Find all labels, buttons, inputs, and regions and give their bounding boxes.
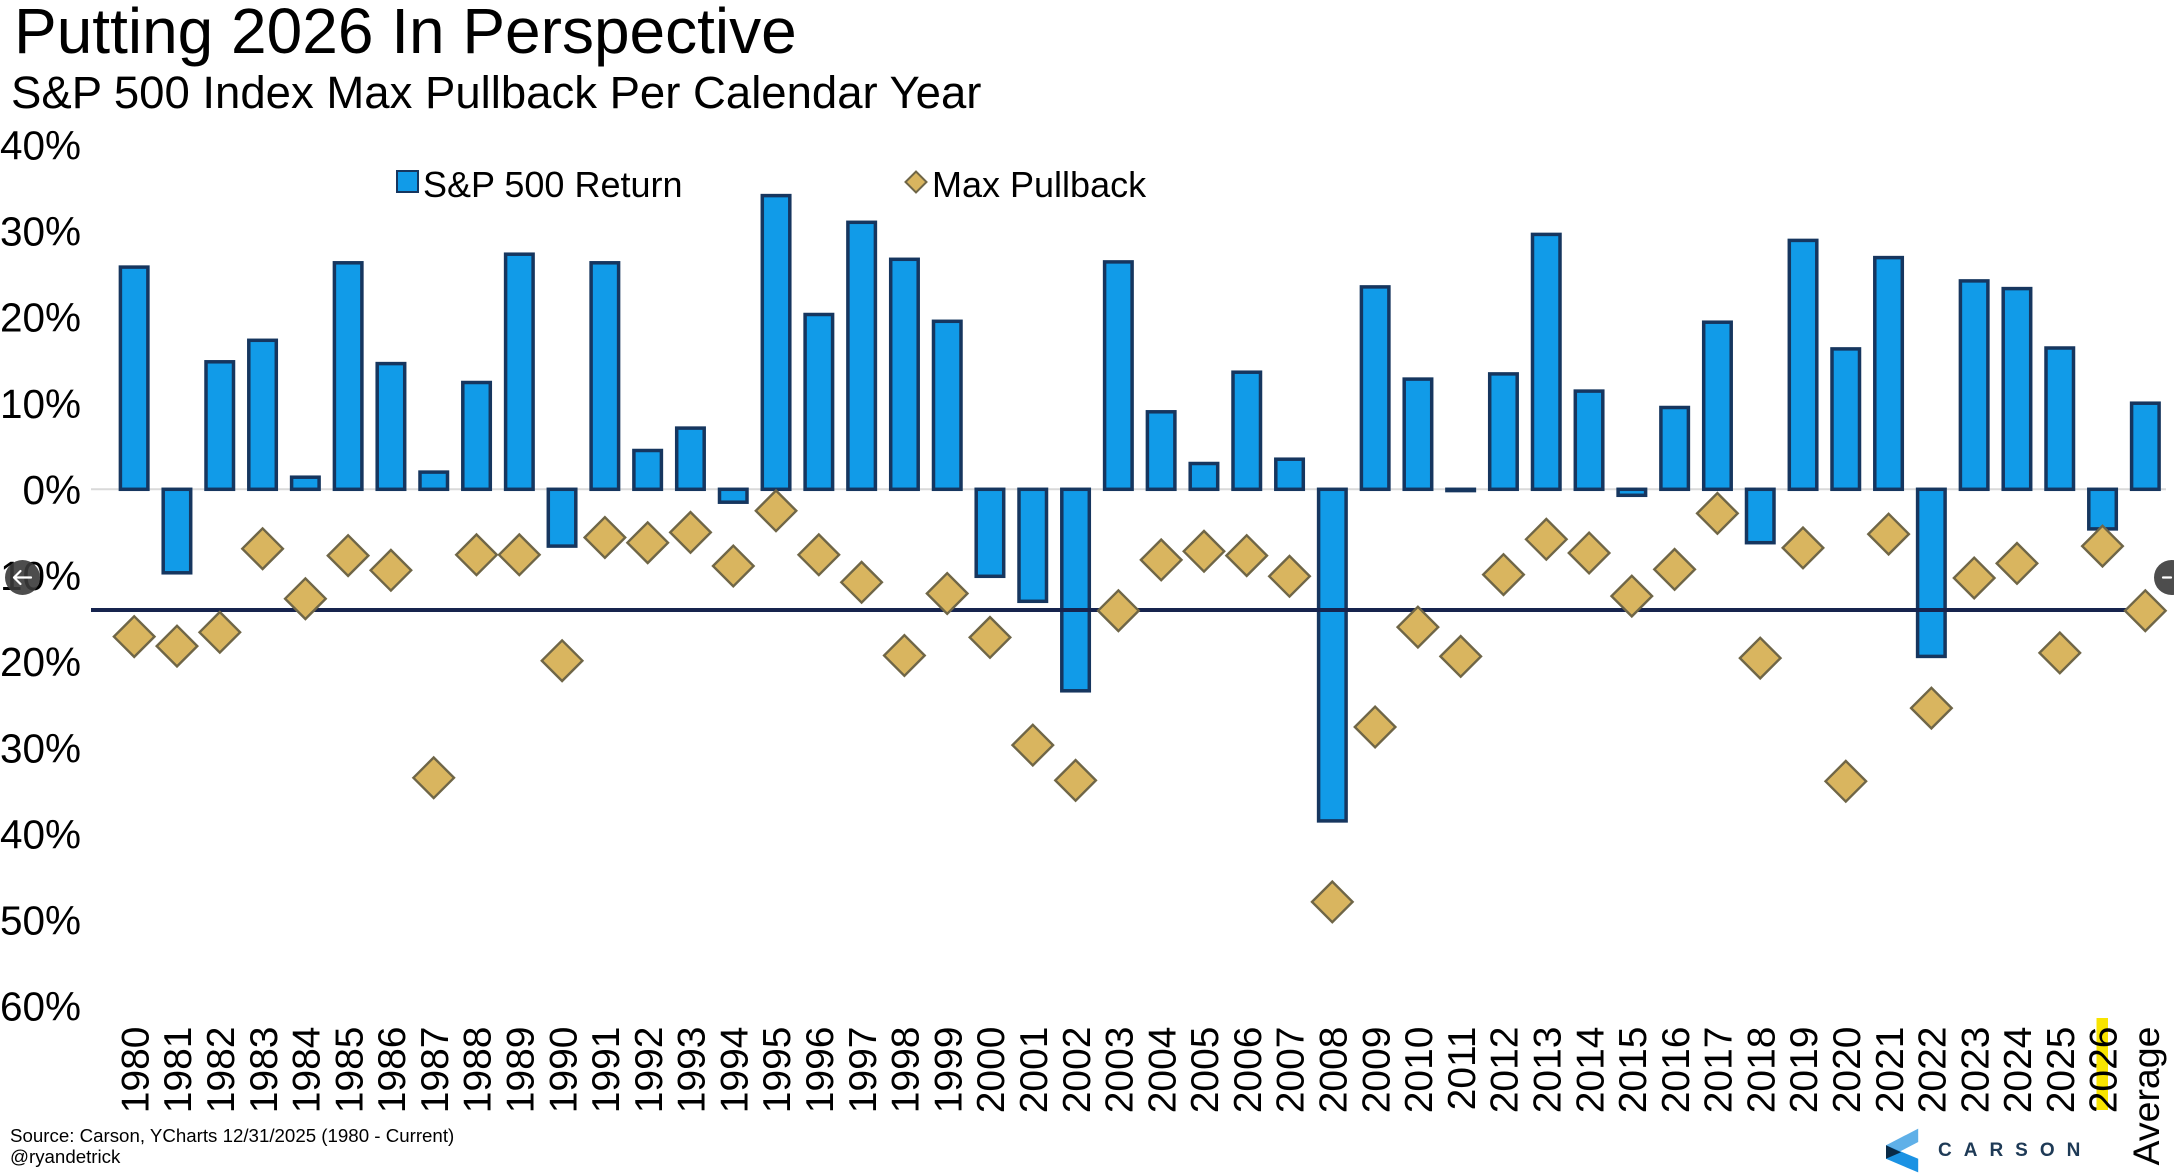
svg-text:2001: 2001 — [1013, 1027, 1056, 1114]
svg-text:S&P 500 Return: S&P 500 Return — [423, 164, 683, 205]
svg-text:2013: 2013 — [1527, 1027, 1570, 1114]
svg-text:-60%: -60% — [0, 984, 81, 1030]
svg-text:1988: 1988 — [457, 1027, 500, 1114]
svg-text:-20%: -20% — [0, 639, 81, 685]
svg-text:2020: 2020 — [1826, 1027, 1869, 1114]
svg-text:-30%: -30% — [0, 725, 81, 771]
svg-text:1989: 1989 — [500, 1027, 543, 1114]
svg-text:1994: 1994 — [714, 1027, 757, 1114]
svg-text:1984: 1984 — [286, 1027, 329, 1114]
svg-text:2018: 2018 — [1740, 1027, 1783, 1114]
svg-text:2017: 2017 — [1698, 1027, 1741, 1114]
svg-text:2009: 2009 — [1355, 1027, 1398, 1114]
svg-text:@ryandetrick: @ryandetrick — [10, 1146, 121, 1167]
svg-text:2023: 2023 — [1954, 1027, 1997, 1114]
svg-text:Source: Carson, YCharts 12/31/: Source: Carson, YCharts 12/31/2025 (1980… — [10, 1125, 454, 1146]
svg-text:1990: 1990 — [542, 1027, 585, 1114]
svg-text:1987: 1987 — [414, 1027, 457, 1114]
svg-text:1995: 1995 — [756, 1027, 799, 1114]
svg-text:1996: 1996 — [799, 1027, 842, 1114]
svg-text:2006: 2006 — [1227, 1027, 1270, 1114]
svg-text:1998: 1998 — [885, 1027, 928, 1114]
svg-text:2007: 2007 — [1270, 1027, 1313, 1114]
svg-text:2014: 2014 — [1569, 1027, 1612, 1114]
svg-text:0%: 0% — [22, 467, 81, 513]
svg-text:Average: Average — [2125, 1027, 2167, 1166]
svg-text:2002: 2002 — [1056, 1027, 1099, 1114]
svg-text:1999: 1999 — [927, 1027, 970, 1114]
svg-text:40%: 40% — [0, 122, 81, 168]
svg-text:1991: 1991 — [585, 1027, 628, 1114]
svg-text:1982: 1982 — [200, 1027, 243, 1114]
svg-text:1983: 1983 — [243, 1027, 286, 1114]
svg-text:2000: 2000 — [970, 1027, 1013, 1114]
svg-text:1997: 1997 — [842, 1027, 885, 1114]
svg-text:2010: 2010 — [1398, 1027, 1441, 1114]
svg-text:1986: 1986 — [371, 1027, 414, 1114]
svg-text:2012: 2012 — [1484, 1027, 1527, 1114]
svg-text:Putting 2026 In Perspective: Putting 2026 In Perspective — [14, 0, 797, 67]
svg-text:2005: 2005 — [1184, 1027, 1227, 1114]
svg-text:1980: 1980 — [114, 1027, 157, 1114]
svg-text:1981: 1981 — [157, 1027, 200, 1114]
svg-text:2011: 2011 — [1441, 1027, 1484, 1111]
svg-text:Max Pullback: Max Pullback — [932, 164, 1147, 205]
svg-text:20%: 20% — [0, 295, 81, 341]
svg-text:-50%: -50% — [0, 898, 81, 944]
svg-text:CARSON: CARSON — [1938, 1140, 2092, 1161]
svg-text:1993: 1993 — [671, 1027, 714, 1114]
svg-text:2016: 2016 — [1655, 1027, 1698, 1114]
svg-text:2019: 2019 — [1783, 1027, 1826, 1114]
svg-text:10%: 10% — [0, 381, 81, 427]
svg-text:2021: 2021 — [1869, 1027, 1912, 1114]
svg-text:2025: 2025 — [2040, 1027, 2083, 1114]
svg-text:S&P 500 Index Max Pullback Per: S&P 500 Index Max Pullback Per Calendar … — [11, 67, 981, 118]
svg-text:1985: 1985 — [328, 1027, 371, 1114]
svg-text:-40%: -40% — [0, 811, 81, 857]
svg-text:2022: 2022 — [1912, 1027, 1955, 1114]
svg-text:2024: 2024 — [1997, 1027, 2040, 1114]
svg-text:2026: 2026 — [2083, 1027, 2126, 1114]
svg-text:2008: 2008 — [1313, 1027, 1356, 1114]
svg-text:2003: 2003 — [1099, 1027, 1142, 1114]
svg-text:2004: 2004 — [1141, 1027, 1184, 1114]
svg-text:30%: 30% — [0, 209, 81, 255]
svg-text:1992: 1992 — [628, 1027, 671, 1114]
svg-text:2015: 2015 — [1612, 1027, 1655, 1114]
